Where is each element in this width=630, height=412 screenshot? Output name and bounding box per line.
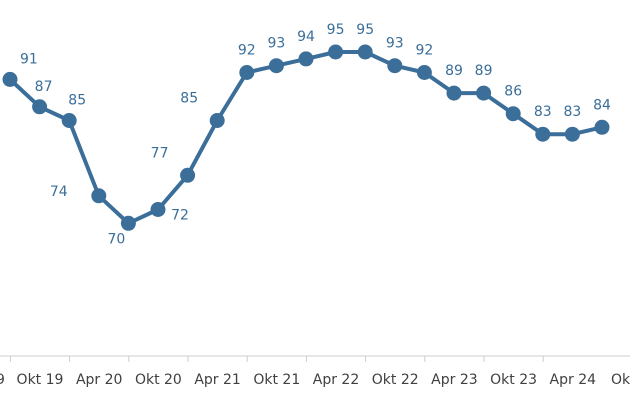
x-tick-label: Okt 21: [253, 372, 300, 388]
data-label: 95: [356, 22, 374, 38]
data-label: 85: [68, 93, 86, 109]
data-point: [180, 167, 196, 183]
x-tick-label: Okt 22: [372, 372, 419, 388]
data-point: [120, 215, 136, 231]
data-label: 89: [445, 63, 463, 79]
data-label: 72: [171, 208, 189, 224]
x-tick-label-partial-left: 9: [0, 372, 5, 388]
data-label: 91: [20, 51, 38, 67]
data-point: [209, 113, 225, 128]
data-point: [150, 202, 166, 217]
x-axis: 9 Okt: [0, 355, 630, 388]
data-label: 70: [107, 231, 125, 247]
data-label: 92: [415, 43, 433, 59]
x-tick-label-partial-right: Okt: [611, 372, 630, 388]
data-label: 77: [151, 145, 169, 161]
data-point: [505, 106, 521, 122]
data-point: [298, 51, 314, 67]
data-label: 93: [267, 36, 285, 52]
data-point: [446, 85, 462, 101]
x-tick-label: Okt 20: [135, 372, 182, 388]
x-tick-label: Okt 23: [490, 372, 537, 388]
data-label: 83: [534, 104, 552, 120]
data-point: [564, 126, 580, 142]
data-point: [594, 119, 610, 135]
x-tick-label: Okt 19: [17, 372, 64, 388]
data-label: 94: [297, 29, 315, 45]
data-point: [535, 126, 551, 142]
data-label: 74: [50, 184, 68, 200]
x-tick-label: Apr 23: [431, 372, 477, 388]
x-tick-label: Apr 22: [313, 372, 359, 388]
data-label: 89: [475, 63, 493, 79]
data-point: [91, 188, 107, 204]
data-point: [328, 44, 344, 60]
data-label: 87: [35, 79, 53, 95]
data-label: 86: [504, 84, 522, 100]
data-point: [268, 58, 284, 74]
data-label: 95: [327, 22, 345, 38]
data-point: [2, 71, 18, 87]
data-point: [357, 44, 373, 60]
data-label: 84: [593, 97, 611, 113]
data-point: [416, 65, 432, 80]
data-label: 85: [180, 91, 198, 107]
x-tick-label: Apr 21: [194, 372, 240, 388]
x-tick-label: Apr 24: [550, 372, 597, 388]
data-point: [476, 85, 492, 101]
data-point: [61, 113, 77, 128]
x-tick-label: Apr 20: [76, 372, 122, 388]
data-point: [32, 99, 48, 115]
data-label: 83: [563, 104, 581, 120]
data-label: 92: [238, 43, 256, 59]
data-point: [239, 65, 255, 80]
data-point: [387, 58, 403, 74]
data-label: 93: [386, 36, 404, 52]
